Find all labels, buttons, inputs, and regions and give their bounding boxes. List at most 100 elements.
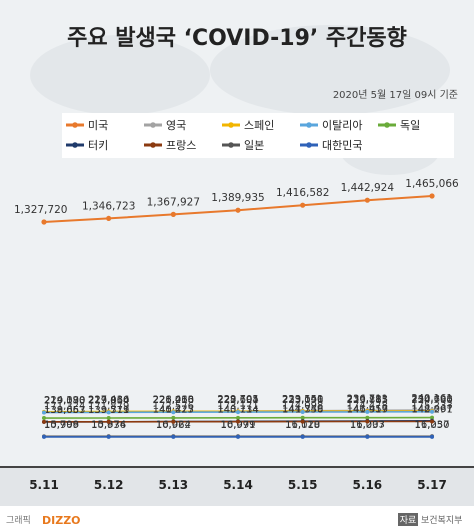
source-label: 자료 bbox=[400, 515, 417, 526]
legend-marker bbox=[150, 122, 156, 128]
data-label: 221,216 bbox=[153, 395, 194, 406]
data-label: 1,442,924 bbox=[341, 182, 395, 194]
data-point bbox=[300, 202, 306, 208]
data-label: 171,879 bbox=[88, 401, 129, 412]
legend-marker bbox=[384, 122, 390, 128]
data-label: 236,711 bbox=[347, 393, 388, 404]
x-tick-label: 5.17 bbox=[417, 478, 447, 492]
x-tick-label: 5.12 bbox=[94, 478, 124, 492]
data-point bbox=[430, 434, 435, 439]
data-point bbox=[300, 434, 305, 439]
data-label: 223,060 bbox=[88, 395, 129, 406]
data-label: 1,327,720 bbox=[14, 204, 67, 216]
legend-label: 대한민국 bbox=[322, 139, 362, 152]
data-point bbox=[236, 410, 241, 415]
data-label: 233,151 bbox=[282, 394, 323, 405]
data-label: 230,698 bbox=[411, 394, 452, 405]
data-point bbox=[365, 419, 370, 424]
legend-marker bbox=[72, 142, 78, 148]
data-label: 1,416,582 bbox=[276, 187, 329, 199]
data-point bbox=[171, 415, 176, 420]
data-label: 1,389,935 bbox=[211, 192, 264, 204]
x-tick-label: 5.14 bbox=[223, 478, 253, 492]
data-point bbox=[236, 419, 241, 424]
x-tick-label: 5.16 bbox=[353, 478, 383, 492]
data-point bbox=[170, 211, 176, 217]
data-label: 228,030 bbox=[153, 394, 194, 405]
data-label: 224,760 bbox=[411, 395, 452, 406]
data-label: 16,024 bbox=[156, 419, 191, 430]
legend-label: 독일 bbox=[400, 118, 420, 132]
legend-label: 이탈리아 bbox=[322, 119, 362, 132]
data-label: 15,798 bbox=[44, 419, 79, 430]
x-tick-label: 5.13 bbox=[159, 478, 189, 492]
x-axis-band bbox=[0, 468, 474, 506]
legend-marker bbox=[72, 122, 78, 128]
data-label: 16,237 bbox=[415, 419, 450, 430]
data-point bbox=[42, 434, 46, 439]
data-point bbox=[300, 415, 305, 420]
data-label: 175,233 bbox=[411, 401, 452, 412]
legend-label: 영국 bbox=[166, 119, 186, 132]
data-point bbox=[106, 419, 111, 424]
data-label: 219,070 bbox=[44, 395, 85, 406]
data-label: 173,171 bbox=[217, 401, 258, 412]
data-label: 240,161 bbox=[411, 393, 452, 404]
footer-brand-prefix: 그래픽 bbox=[6, 515, 31, 526]
legend-label: 스페인 bbox=[244, 119, 274, 132]
data-label: 11,037 bbox=[350, 420, 385, 431]
data-label: 219,183 bbox=[44, 395, 85, 406]
chart-title: 주요 발생국 ‘COVID-19’ 주간동향 bbox=[67, 26, 407, 51]
legend-label: 프랑스 bbox=[166, 139, 196, 152]
data-point bbox=[235, 207, 241, 213]
data-point bbox=[236, 415, 241, 420]
dizzo-logo: DIZZO bbox=[42, 514, 81, 527]
legend-marker bbox=[306, 122, 312, 128]
data-label: 228,691 bbox=[217, 394, 258, 405]
data-label: 1,346,723 bbox=[82, 200, 135, 212]
data-label: 171,324 bbox=[44, 401, 85, 412]
data-point bbox=[42, 410, 46, 415]
data-point bbox=[106, 415, 111, 420]
data-label: 230,183 bbox=[347, 394, 388, 405]
data-label: 223,096 bbox=[282, 395, 323, 406]
data-point bbox=[171, 419, 176, 424]
data-point bbox=[42, 419, 46, 424]
data-point bbox=[106, 434, 111, 439]
date-note: 2020년 5월 17일 09시 기준 bbox=[333, 89, 458, 101]
world-map-watermark bbox=[30, 25, 450, 175]
data-point bbox=[365, 434, 370, 439]
data-label: 138,657 bbox=[44, 405, 85, 416]
source-name: 보건복지부 bbox=[421, 515, 462, 526]
data-label: 226,463 bbox=[153, 395, 194, 406]
data-label: 229,705 bbox=[217, 394, 258, 405]
legend-marker bbox=[228, 142, 234, 148]
x-tick-label: 5.11 bbox=[29, 478, 59, 492]
legend-box bbox=[62, 113, 454, 158]
data-label: 227,436 bbox=[88, 394, 129, 405]
data-label: 1,367,927 bbox=[147, 196, 200, 208]
data-label: 16,079 bbox=[221, 419, 256, 430]
data-label: 11,018 bbox=[285, 420, 320, 431]
x-tick-label: 5.15 bbox=[288, 478, 318, 492]
data-label: 174,478 bbox=[347, 401, 388, 412]
data-label: 139,063 bbox=[44, 405, 85, 416]
data-point bbox=[365, 415, 370, 420]
data-point bbox=[41, 219, 47, 225]
data-point bbox=[171, 434, 176, 439]
data-label: 222,104 bbox=[217, 395, 258, 406]
legend-label: 일본 bbox=[244, 138, 264, 152]
data-label: 16,120 bbox=[285, 419, 320, 430]
legend-marker bbox=[150, 142, 156, 148]
data-label: 223,885 bbox=[347, 395, 388, 406]
data-label: 15,874 bbox=[91, 419, 126, 430]
data-label: 174,098 bbox=[282, 401, 323, 412]
data-point bbox=[364, 197, 370, 203]
data-label: 224,390 bbox=[44, 395, 85, 406]
data-label: 219,814 bbox=[88, 395, 129, 406]
data-label: 10,962 bbox=[156, 420, 191, 431]
data-point bbox=[42, 416, 46, 421]
